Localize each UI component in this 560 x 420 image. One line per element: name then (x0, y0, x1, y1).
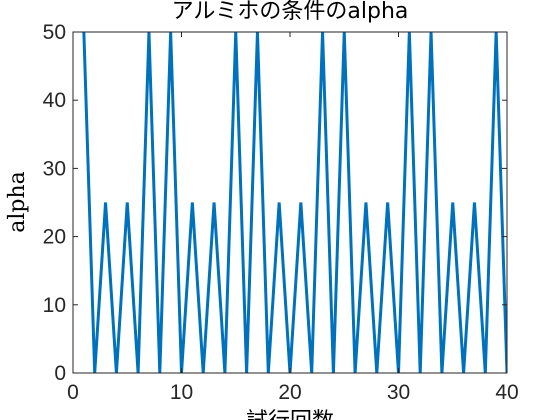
x-axis: 0 10 20 30 40 (67, 32, 519, 404)
x-axis-label: 試行回数 (246, 409, 334, 420)
y-tick-label: 50 (43, 21, 66, 44)
x-tick-label: 30 (387, 381, 410, 404)
y-axis-label: alpha (5, 171, 30, 233)
series-line-0 (82, 32, 507, 373)
y-tick-label: 40 (43, 89, 66, 112)
x-tick-label: 10 (170, 381, 193, 404)
y-tick-label: 20 (43, 226, 66, 249)
y-tick-label: 30 (43, 157, 66, 180)
plot-background (73, 32, 507, 373)
y-axis: 0 10 20 30 40 50 (43, 21, 507, 385)
x-tick-label: 40 (495, 381, 518, 404)
y-tick-label: 10 (43, 294, 66, 317)
x-tick-label: 0 (67, 381, 79, 404)
series-layer (82, 32, 507, 373)
y-tick-label: 0 (54, 362, 66, 385)
x-tick-label: 20 (278, 381, 301, 404)
chart-title: アルミホの条件のalpha (172, 0, 409, 24)
